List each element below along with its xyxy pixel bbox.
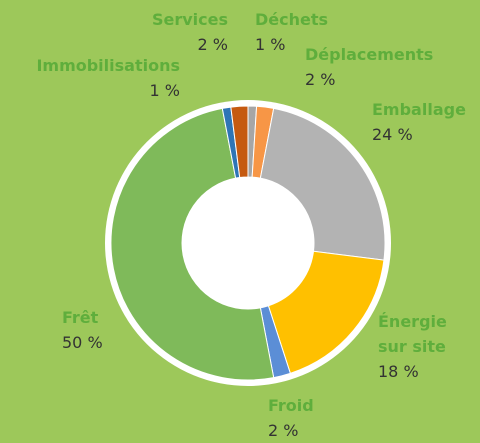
value-label: 1 %: [255, 35, 286, 54]
value-label: 1 %: [149, 81, 180, 100]
slice-label: Déchets 1 %: [255, 7, 345, 57]
slice-label: Services 2 %: [128, 7, 228, 57]
category-name: Déplacements: [305, 45, 434, 64]
slice-label: Froid 2 %: [268, 393, 328, 443]
value-label: 24 %: [372, 125, 413, 144]
slice-label: Immobilisations 1 %: [0, 53, 180, 103]
value-label: 2 %: [305, 70, 336, 89]
slice-label: Frêt 50 %: [62, 305, 122, 355]
category-name: Services: [151, 10, 228, 29]
slice-label: Déplacements 2 %: [305, 42, 455, 92]
value-label: 2 %: [268, 421, 299, 440]
category-name: Froid: [268, 396, 314, 415]
category-name: Énergie sur site: [378, 312, 447, 356]
value-label: 2 %: [197, 35, 228, 54]
category-name: Frêt: [62, 308, 99, 327]
category-name: Immobilisations: [36, 56, 180, 75]
value-label: 50 %: [62, 333, 103, 352]
value-label: 18 %: [378, 362, 419, 381]
slice-label: Énergie sur site 18 %: [378, 309, 458, 384]
slice-label: Emballage 24 %: [372, 97, 480, 147]
category-name: Déchets: [255, 10, 329, 29]
donut-hole: [182, 177, 314, 309]
category-name: Emballage: [372, 100, 466, 119]
